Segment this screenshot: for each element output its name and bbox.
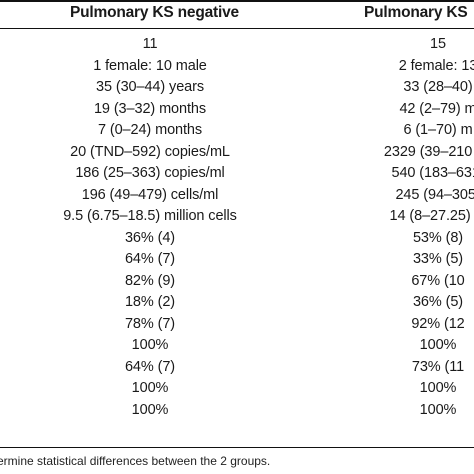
- table-bottom-rule: [0, 447, 474, 448]
- table-row: 82% (9) 67% (10: [0, 271, 474, 293]
- table-row: 11 15: [0, 34, 474, 56]
- cell-ks-negative: 100%: [131, 380, 169, 396]
- table-row: 35 (30–44) years 33 (28–40): [0, 77, 474, 99]
- cell-ks-positive: 540 (183–631): [391, 165, 474, 181]
- cell-ks-positive: 92% (12: [411, 315, 465, 332]
- cell-ks-negative: 64% (7): [124, 251, 176, 267]
- table-row: 78% (7) 92% (12: [0, 314, 474, 336]
- cell-ks-negative: 100%: [131, 337, 169, 353]
- table-row: 64% (7) 73% (11: [0, 357, 474, 379]
- cell-ks-negative: 100%: [131, 401, 169, 418]
- cell-ks-positive: 73% (11: [411, 358, 465, 375]
- cell-ks-positive: 2329 (39–210 03: [383, 143, 474, 160]
- cell-ks-positive: 33% (5): [412, 251, 464, 267]
- cell-ks-positive: 100%: [419, 337, 457, 353]
- cell-ks-positive: 42 (2–79) m: [399, 100, 474, 117]
- cell-ks-positive: 100%: [419, 380, 457, 396]
- cell-ks-negative: 78% (7): [124, 315, 176, 332]
- table-row: 36% (4) 53% (8): [0, 228, 474, 250]
- table-row: 9.5 (6.75–18.5) million cells 14 (8–27.2…: [0, 206, 474, 228]
- table-row: 20 (TND–592) copies/mL 2329 (39–210 03: [0, 142, 474, 164]
- cell-ks-positive: 67% (10: [411, 272, 465, 289]
- cell-ks-negative: 11: [142, 36, 158, 52]
- cell-ks-positive: 15: [430, 36, 446, 52]
- cell-ks-positive: 14 (8–27.25) m: [389, 208, 474, 224]
- cell-ks-positive: 245 (94–305): [395, 186, 474, 203]
- table-row: 19 (3–32) months 42 (2–79) m: [0, 99, 474, 121]
- cell-ks-negative: 186 (25–363) copies/ml: [75, 165, 225, 181]
- cell-ks-positive: 2 female: 13: [398, 57, 474, 74]
- table-row: 1 female: 10 male 2 female: 13: [0, 56, 474, 78]
- table-row: 100% 100%: [0, 335, 474, 357]
- cell-ks-negative: 35 (30–44) years: [95, 79, 205, 95]
- table-body: 11 15 1 female: 10 male 2 female: 13 35 …: [0, 34, 474, 421]
- cell-ks-negative: 196 (49–479) cells/ml: [81, 186, 219, 203]
- cell-ks-negative: 7 (0–24) months: [97, 122, 203, 138]
- cell-ks-negative: 36% (4): [124, 229, 176, 246]
- cell-ks-negative: 9.5 (6.75–18.5) million cells: [63, 208, 237, 224]
- table-row: 7 (0–24) months 6 (1–70) m: [0, 120, 474, 142]
- cell-ks-positive: 53% (8): [412, 229, 464, 246]
- cell-ks-positive: 6 (1–70) m: [403, 122, 473, 138]
- header-rule: [0, 28, 474, 29]
- cell-ks-negative: 64% (7): [124, 358, 176, 375]
- cell-ks-negative: 18% (2): [124, 294, 176, 310]
- table-row: 186 (25–363) copies/ml 540 (183–631): [0, 163, 474, 185]
- table-row: 196 (49–479) cells/ml 245 (94–305): [0, 185, 474, 207]
- table-row: 64% (7) 33% (5): [0, 249, 474, 271]
- cell-ks-negative: 1 female: 10 male: [93, 57, 207, 74]
- cell-ks-positive: 36% (5): [412, 294, 464, 310]
- cell-ks-negative: 20 (TND–592) copies/mL: [70, 143, 230, 160]
- table-top-rule: [0, 0, 474, 2]
- cell-ks-negative: 19 (3–32) months: [93, 100, 207, 117]
- table-row: 100% 100%: [0, 400, 474, 422]
- table-row: 18% (2) 36% (5): [0, 292, 474, 314]
- cell-ks-positive: 33 (28–40): [403, 79, 473, 95]
- cell-ks-positive: 100%: [419, 401, 457, 418]
- table-footnote: ermine statistical differences between t…: [0, 454, 271, 468]
- column-header-ks-negative: Pulmonary KS negative: [70, 4, 239, 21]
- cell-ks-negative: 82% (9): [124, 272, 176, 289]
- table-row: 100% 100%: [0, 378, 474, 400]
- column-header-ks-positive: Pulmonary KS: [364, 4, 468, 21]
